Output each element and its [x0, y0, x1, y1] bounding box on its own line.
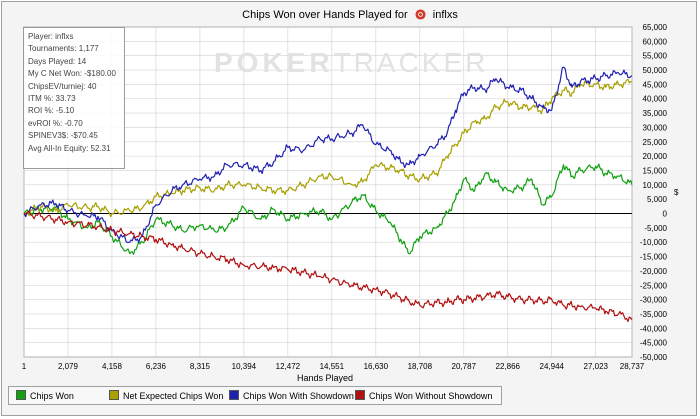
x-tick-label: 4,158 [102, 362, 123, 371]
x-tick-label: 28,737 [620, 362, 645, 371]
y-tick-label: 0 [663, 210, 668, 219]
poker-chip-icon [415, 9, 426, 20]
y-tick-label: 50,000 [643, 66, 668, 75]
stats-box: Player: inflxs Tournaments: 1,177 Days P… [23, 27, 125, 169]
y-tick-label: 5,000 [647, 195, 668, 204]
legend-item-net-expected[interactable]: Net Expected Chips Won [109, 390, 223, 402]
y-tick-label: 10,000 [643, 181, 668, 190]
y-tick-label: -50,000 [640, 353, 668, 362]
stat-line: SPINEV3$: -$70.45 [28, 131, 98, 141]
y-tick-label: -20,000 [640, 267, 668, 276]
legend-label: Net Expected Chips Won [123, 391, 224, 401]
watermark-poker: POKER [214, 47, 334, 78]
stat-line: Avg All-In Equity: 52.31 [28, 143, 111, 153]
y-tick-label: -35,000 [640, 310, 668, 319]
chart-title-text: Chips Won over Hands Played for [242, 9, 408, 21]
y-axis-label: $ [674, 188, 679, 197]
y-tick-label: 35,000 [643, 109, 668, 118]
y-tick-label: -40,000 [640, 324, 668, 333]
y-tick-label: -10,000 [640, 238, 668, 247]
legend-swatch [16, 390, 26, 400]
x-tick-label: 16,630 [364, 362, 389, 371]
x-tick-label: 18,708 [408, 362, 433, 371]
x-tick-label: 2,079 [58, 362, 79, 371]
plot-area [23, 26, 633, 358]
y-tick-label: 45,000 [643, 80, 668, 89]
chart-title-player: inflxs [432, 9, 458, 21]
y-tick-label: 65,000 [643, 23, 668, 32]
watermark-tracker: TRACKER [333, 47, 489, 78]
legend: Chips Won Net Expected Chips Won Chips W… [8, 386, 502, 405]
y-tick-label: 20,000 [643, 152, 668, 161]
legend-item-with-showdown[interactable]: Chips Won With Showdown [229, 390, 354, 402]
stat-line: ChipsEV/turniej: 40 [28, 81, 97, 91]
x-tick-label: 14,551 [320, 362, 345, 371]
legend-label: Chips Won Without Showdown [369, 391, 493, 401]
y-tick-label: 25,000 [643, 138, 668, 147]
y-tick-label: 30,000 [643, 123, 668, 132]
chart-title: Chips Won over Hands Played for inflxs [0, 9, 700, 21]
legend-label: Chips Won [30, 391, 74, 401]
y-tick-label: 60,000 [643, 37, 668, 46]
legend-swatch [229, 390, 239, 400]
x-tick-label: 22,866 [496, 362, 521, 371]
pokertracker-watermark: POKERTRACKER [214, 47, 488, 79]
y-tick-labels: -50,000 -45,000 -40,000 -35,000 -30,000 -25,0… [640, 23, 668, 362]
y-tick-label: -5,000 [644, 224, 667, 233]
gridlines [23, 26, 633, 358]
y-tick-label: -25,000 [640, 281, 668, 290]
y-tick-label: 40,000 [643, 95, 668, 104]
stat-line: Player: inflxs [28, 32, 74, 41]
x-tick-label: 20,787 [452, 362, 477, 371]
stat-line: ROI %: -5.10 [28, 106, 75, 116]
x-axis-label: Hands Played [296, 373, 354, 383]
y-tick-label: 55,000 [643, 52, 668, 61]
x-tick-label: 6,236 [146, 362, 167, 371]
stat-line: Tournaments: 1,177 [28, 44, 99, 54]
legend-item-chips-won[interactable]: Chips Won [16, 390, 74, 402]
x-tick-label: 8,315 [190, 362, 211, 371]
series-line-chips-won-without-showdown [23, 210, 633, 323]
stat-line: ITM %: 33.73 [28, 94, 76, 104]
legend-item-without-showdown[interactable]: Chips Won Without Showdown [355, 390, 492, 402]
series-lines [23, 66, 633, 323]
x-tick-label: 10,394 [232, 362, 257, 371]
y-tick-label: -30,000 [640, 296, 668, 305]
stat-line: My C Net Won: -$180.00 [28, 69, 116, 79]
x-tick-label: 24,944 [540, 362, 565, 371]
y-tick-label: 15,000 [643, 166, 668, 175]
stat-line: evROI %: -0.70 [28, 118, 83, 128]
x-tick-labels: 1 2,079 4,158 6,236 8,315 10,394 12,472 14,551 1… [22, 362, 645, 371]
y-tick-label: -15,000 [640, 253, 668, 262]
x-tick-label: 27,023 [584, 362, 609, 371]
y-tick-label: -45,000 [640, 339, 668, 348]
legend-swatch [355, 390, 365, 400]
stat-line: Days Played: 14 [28, 56, 87, 66]
x-tick-label: 12,472 [276, 362, 301, 371]
legend-swatch [109, 390, 119, 400]
series-line-chips-won [23, 163, 633, 255]
x-tick-label: 1 [22, 362, 27, 371]
legend-label: Chips Won With Showdown [243, 391, 354, 401]
series-line-chips-won-with-showdown [23, 66, 633, 244]
